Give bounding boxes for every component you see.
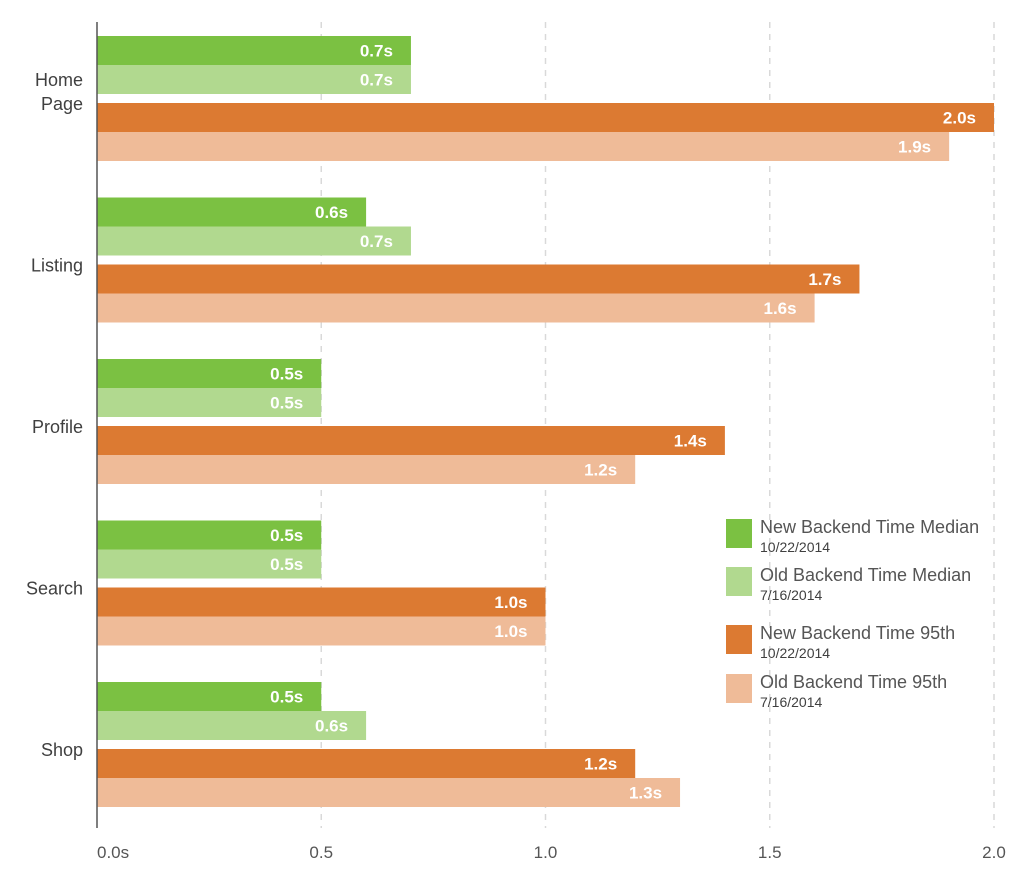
bar-value-label: 1.3s	[629, 784, 662, 803]
bar-value-label: 1.9s	[898, 138, 931, 157]
category-label: Profile	[32, 417, 83, 437]
category-labels: Home Page Listing Profile Search Shop	[26, 70, 83, 760]
bar	[97, 103, 994, 132]
legend-swatch	[726, 567, 752, 596]
x-tick-label: 1.0	[534, 843, 558, 862]
legend-series-name: New Backend Time 95th	[760, 623, 955, 643]
bar	[97, 616, 546, 646]
x-tick-labels: 0.0s 0.5 1.0 1.5 2.0	[97, 843, 1006, 862]
bar	[97, 36, 411, 65]
legend-series-date: 7/16/2014	[760, 587, 822, 603]
x-tick-label: 1.5	[758, 843, 782, 862]
bar	[97, 520, 322, 550]
bar	[97, 293, 815, 323]
legend-series-name: New Backend Time Median	[760, 517, 979, 537]
legend-swatch	[726, 625, 752, 654]
bar-value-label: 0.6s	[315, 203, 348, 222]
bar-value-label: 0.5s	[270, 688, 303, 707]
bar	[97, 359, 322, 388]
bar	[97, 197, 367, 227]
bar-value-label: 1.0s	[494, 593, 527, 612]
bar	[97, 226, 411, 256]
bar-value-label: 1.6s	[764, 299, 797, 318]
bar	[97, 388, 322, 417]
legend-swatch	[726, 519, 752, 548]
x-tick-label: 2.0	[982, 843, 1006, 862]
legend-series-date: 7/16/2014	[760, 694, 822, 710]
x-tick-label: 0.5	[309, 843, 333, 862]
bar-value-label: 0.7s	[360, 42, 393, 61]
bar	[97, 587, 546, 617]
legend: New Backend Time Median 10/22/2014 Old Bac…	[726, 517, 979, 710]
bar-value-label: 2.0s	[943, 109, 976, 128]
bar	[97, 455, 636, 484]
bar-value-label: 0.5s	[270, 365, 303, 384]
category-label: Search	[26, 579, 83, 599]
x-tick-label: 0.0s	[97, 843, 129, 862]
bar-value-label: 1.2s	[584, 755, 617, 774]
bar-value-label: 0.5s	[270, 394, 303, 413]
bar-value-label: 1.7s	[808, 270, 841, 289]
bar	[97, 778, 681, 807]
bar	[97, 65, 411, 94]
bars: 0.7s 0.7s 2.0s 1.9s 0.6s 0.7s 1.7s 1.6s 0.5s 0.5s…	[97, 36, 994, 807]
legend-series-date: 10/22/2014	[760, 539, 830, 555]
bar-value-label: 1.0s	[494, 622, 527, 641]
bar	[97, 711, 367, 740]
legend-series-date: 10/22/2014	[760, 645, 830, 661]
bar-value-label: 0.5s	[270, 526, 303, 545]
bar	[97, 264, 860, 294]
bar	[97, 682, 322, 711]
bar	[97, 549, 322, 579]
legend-series-name: Old Backend Time 95th	[760, 672, 947, 692]
bar-value-label: 0.6s	[315, 717, 348, 736]
bar	[97, 749, 636, 778]
category-label: Listing	[31, 256, 83, 276]
bar-value-label: 1.2s	[584, 461, 617, 480]
bar-value-label: 0.5s	[270, 555, 303, 574]
category-label: Shop	[41, 740, 83, 760]
bar	[97, 426, 725, 455]
bar-value-label: 1.4s	[674, 432, 707, 451]
bar-value-label: 0.7s	[360, 71, 393, 90]
bar	[97, 132, 950, 161]
legend-series-name: Old Backend Time Median	[760, 565, 971, 585]
legend-swatch	[726, 674, 752, 703]
bar-value-label: 0.7s	[360, 232, 393, 251]
category-label: Home Page	[35, 70, 83, 114]
